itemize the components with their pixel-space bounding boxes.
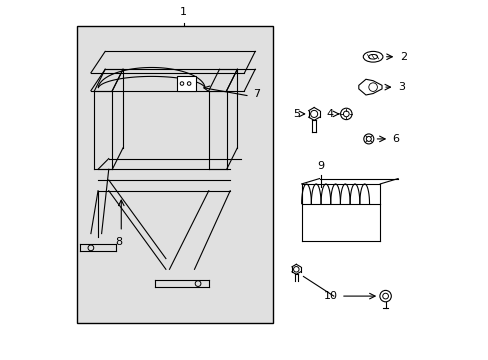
Text: 2: 2 xyxy=(399,52,406,62)
Ellipse shape xyxy=(363,51,382,62)
Bar xyxy=(77,26,272,323)
Text: 10: 10 xyxy=(324,291,337,301)
Bar xyxy=(176,76,196,91)
Text: 6: 6 xyxy=(392,134,399,144)
Text: 1: 1 xyxy=(180,8,187,18)
Text: 3: 3 xyxy=(397,82,404,92)
Bar xyxy=(77,26,272,323)
Text: 9: 9 xyxy=(317,161,324,171)
Text: 8: 8 xyxy=(115,237,122,247)
Text: 7: 7 xyxy=(253,89,260,99)
Text: 5: 5 xyxy=(292,109,299,119)
Ellipse shape xyxy=(368,54,377,59)
Text: 4: 4 xyxy=(325,109,332,119)
